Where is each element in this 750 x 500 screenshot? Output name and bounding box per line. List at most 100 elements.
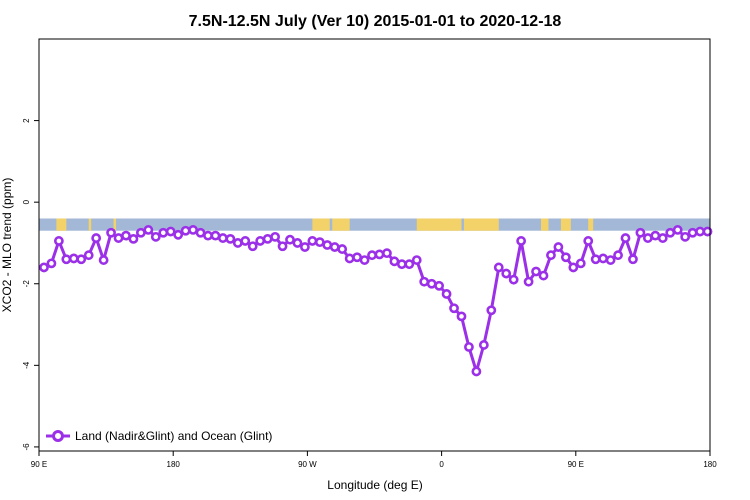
legend-label: Land (Nadir&Glint) and Ocean (Glint) — [75, 429, 272, 443]
series-line — [43, 228, 708, 373]
data-point — [247, 241, 258, 252]
data-point — [285, 234, 295, 245]
y-tick-label: 0 — [22, 199, 31, 204]
data-point — [367, 250, 377, 261]
land-segment — [113, 218, 117, 231]
y-tick-label: -2 — [22, 280, 31, 288]
data-point — [560, 252, 571, 263]
data-point — [471, 366, 482, 377]
data-point — [135, 227, 146, 238]
data-point — [613, 250, 623, 261]
data-point — [486, 305, 497, 316]
y-tick-label: -4 — [22, 361, 31, 369]
data-point — [180, 225, 191, 236]
land-segment — [312, 218, 330, 231]
data-point — [441, 289, 452, 299]
data-point — [218, 233, 228, 243]
data-point — [173, 229, 184, 240]
data-point — [39, 262, 49, 273]
x-tick-label: 180 — [703, 460, 717, 469]
data-point — [46, 258, 57, 269]
land-segment — [541, 218, 549, 231]
data-point — [404, 259, 415, 270]
data-point — [158, 227, 169, 238]
land-segment — [463, 218, 499, 231]
data-point — [277, 241, 288, 252]
data-point — [61, 254, 72, 265]
data-point — [359, 255, 370, 265]
data-point — [553, 242, 564, 252]
data-point — [322, 240, 333, 250]
data-point — [106, 227, 116, 238]
data-point — [687, 227, 698, 238]
data-point — [165, 226, 176, 237]
data-point — [195, 227, 206, 238]
x-tick-label: 180 — [167, 460, 181, 469]
x-axis-label: Longitude (deg E) — [327, 478, 422, 492]
data-point — [583, 236, 594, 246]
legend: Land (Nadir&Glint) and Ocean (Glint) — [46, 429, 272, 443]
y-axis-label: XCO2 - MLO trend (ppm) — [0, 178, 14, 313]
data-point — [307, 236, 318, 246]
data-point — [255, 236, 266, 246]
data-point — [203, 230, 213, 241]
data-point — [650, 230, 661, 241]
data-point — [411, 255, 422, 265]
data-point — [98, 255, 109, 265]
data-point — [150, 231, 161, 242]
data-point — [680, 231, 691, 242]
data-point — [53, 236, 64, 246]
data-point — [672, 225, 683, 235]
data-point — [620, 233, 631, 243]
data-point — [538, 270, 549, 281]
data-point — [590, 254, 601, 265]
data-point — [657, 233, 668, 243]
data-point — [188, 225, 198, 235]
data-point — [501, 268, 512, 279]
data-point — [143, 225, 154, 235]
x-axis: 90 E 180 90 W 0 90 E 180 — [31, 451, 717, 469]
data-point — [702, 226, 713, 237]
data-point — [426, 278, 437, 289]
chart-title: 7.5N-12.5N July (Ver 10) 2015-01-01 to 2… — [189, 13, 562, 30]
data-point — [270, 231, 280, 242]
data-point — [113, 233, 124, 243]
land-segment — [332, 218, 350, 231]
land-segment — [88, 218, 92, 231]
data-point — [68, 253, 79, 264]
data-point — [76, 254, 87, 265]
data-point — [493, 262, 504, 273]
data-point — [635, 227, 646, 238]
data-point — [531, 266, 541, 277]
data-point — [240, 236, 251, 246]
data-point — [300, 242, 310, 252]
land-segment — [588, 218, 594, 231]
y-tick-label: 2 — [22, 118, 31, 123]
data-point — [508, 274, 519, 285]
data-point — [382, 248, 392, 259]
data-point — [478, 340, 489, 350]
data-point — [83, 250, 94, 261]
data-point — [546, 250, 556, 261]
land-segment — [56, 218, 67, 231]
data-point — [516, 236, 527, 246]
x-tick-label: 90 E — [31, 460, 47, 469]
data-point — [568, 262, 579, 273]
series-layer — [39, 225, 713, 377]
data-point — [456, 311, 467, 322]
data-point — [575, 258, 586, 269]
data-point — [449, 303, 459, 314]
data-point — [434, 280, 445, 291]
data-point — [121, 230, 131, 241]
data-point — [344, 253, 355, 264]
data-point — [695, 226, 705, 237]
data-point — [128, 233, 139, 244]
data-point — [337, 244, 348, 254]
data-point — [91, 233, 102, 243]
data-point — [329, 242, 340, 252]
data-point — [389, 256, 400, 267]
land-ocean-band — [39, 218, 710, 231]
plot-frame — [38, 38, 711, 452]
data-point — [374, 249, 385, 260]
